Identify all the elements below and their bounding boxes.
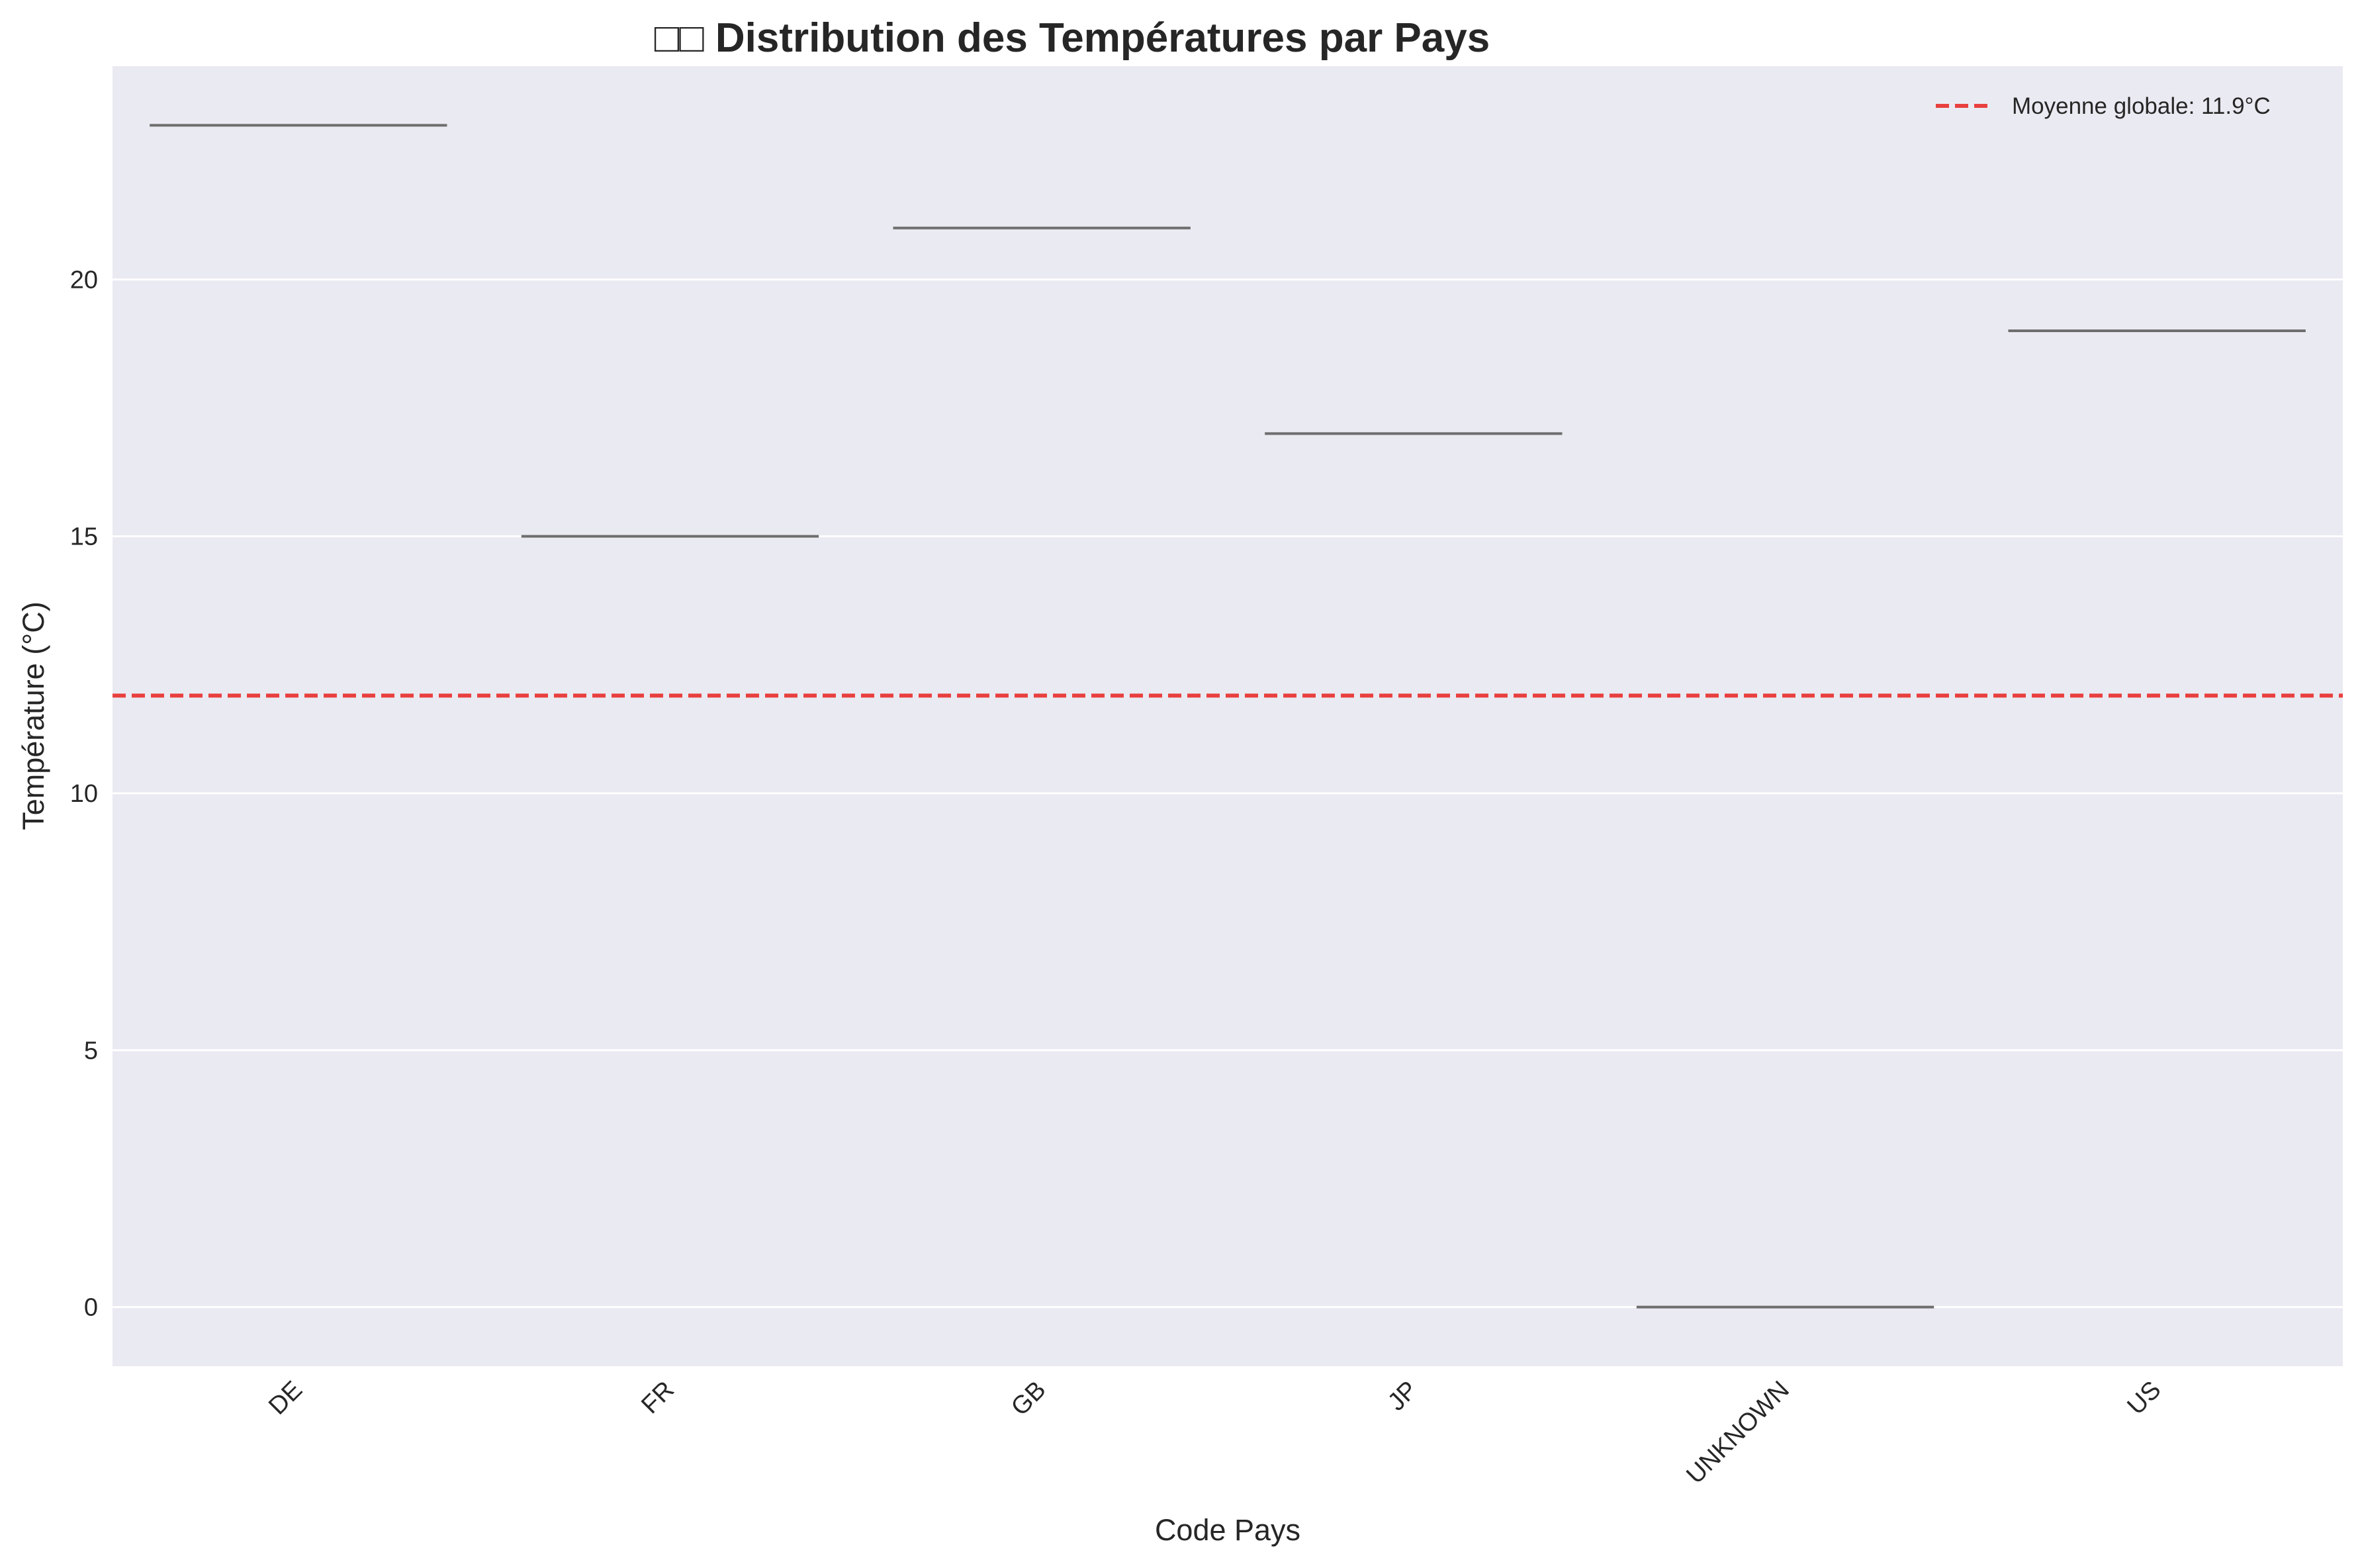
legend-label: Moyenne globale: 11.9°C <box>2012 93 2271 119</box>
plot-area <box>113 66 2343 1366</box>
x-tick-label: DE <box>263 1376 308 1420</box>
x-ticks: DE FR GB JP UNKNOWN US <box>263 1376 2166 1490</box>
x-tick-label: FR <box>636 1376 680 1420</box>
y-tick-label: 0 <box>84 1294 98 1322</box>
y-tick-label: 5 <box>84 1037 98 1065</box>
y-tick-label: 10 <box>70 780 98 808</box>
x-tick-label: UNKNOWN <box>1681 1376 1795 1490</box>
x-tick-label: US <box>2122 1376 2166 1420</box>
grid <box>113 278 2343 1309</box>
y-tick-label: 20 <box>70 266 98 294</box>
y-ticks: 0 5 10 15 20 <box>70 266 98 1321</box>
legend: Moyenne globale: 11.9°C <box>1936 93 2271 119</box>
x-tick-label: JP <box>1383 1376 1423 1416</box>
y-tick-label: 15 <box>70 523 98 551</box>
y-axis-label: Température (°C) <box>17 601 50 830</box>
chart-title: □□ Distribution des Températures par Pay… <box>655 15 1490 61</box>
box-series <box>150 124 2306 1309</box>
x-tick-label: GB <box>1006 1376 1052 1422</box>
x-axis-label: Code Pays <box>1155 1513 1300 1547</box>
